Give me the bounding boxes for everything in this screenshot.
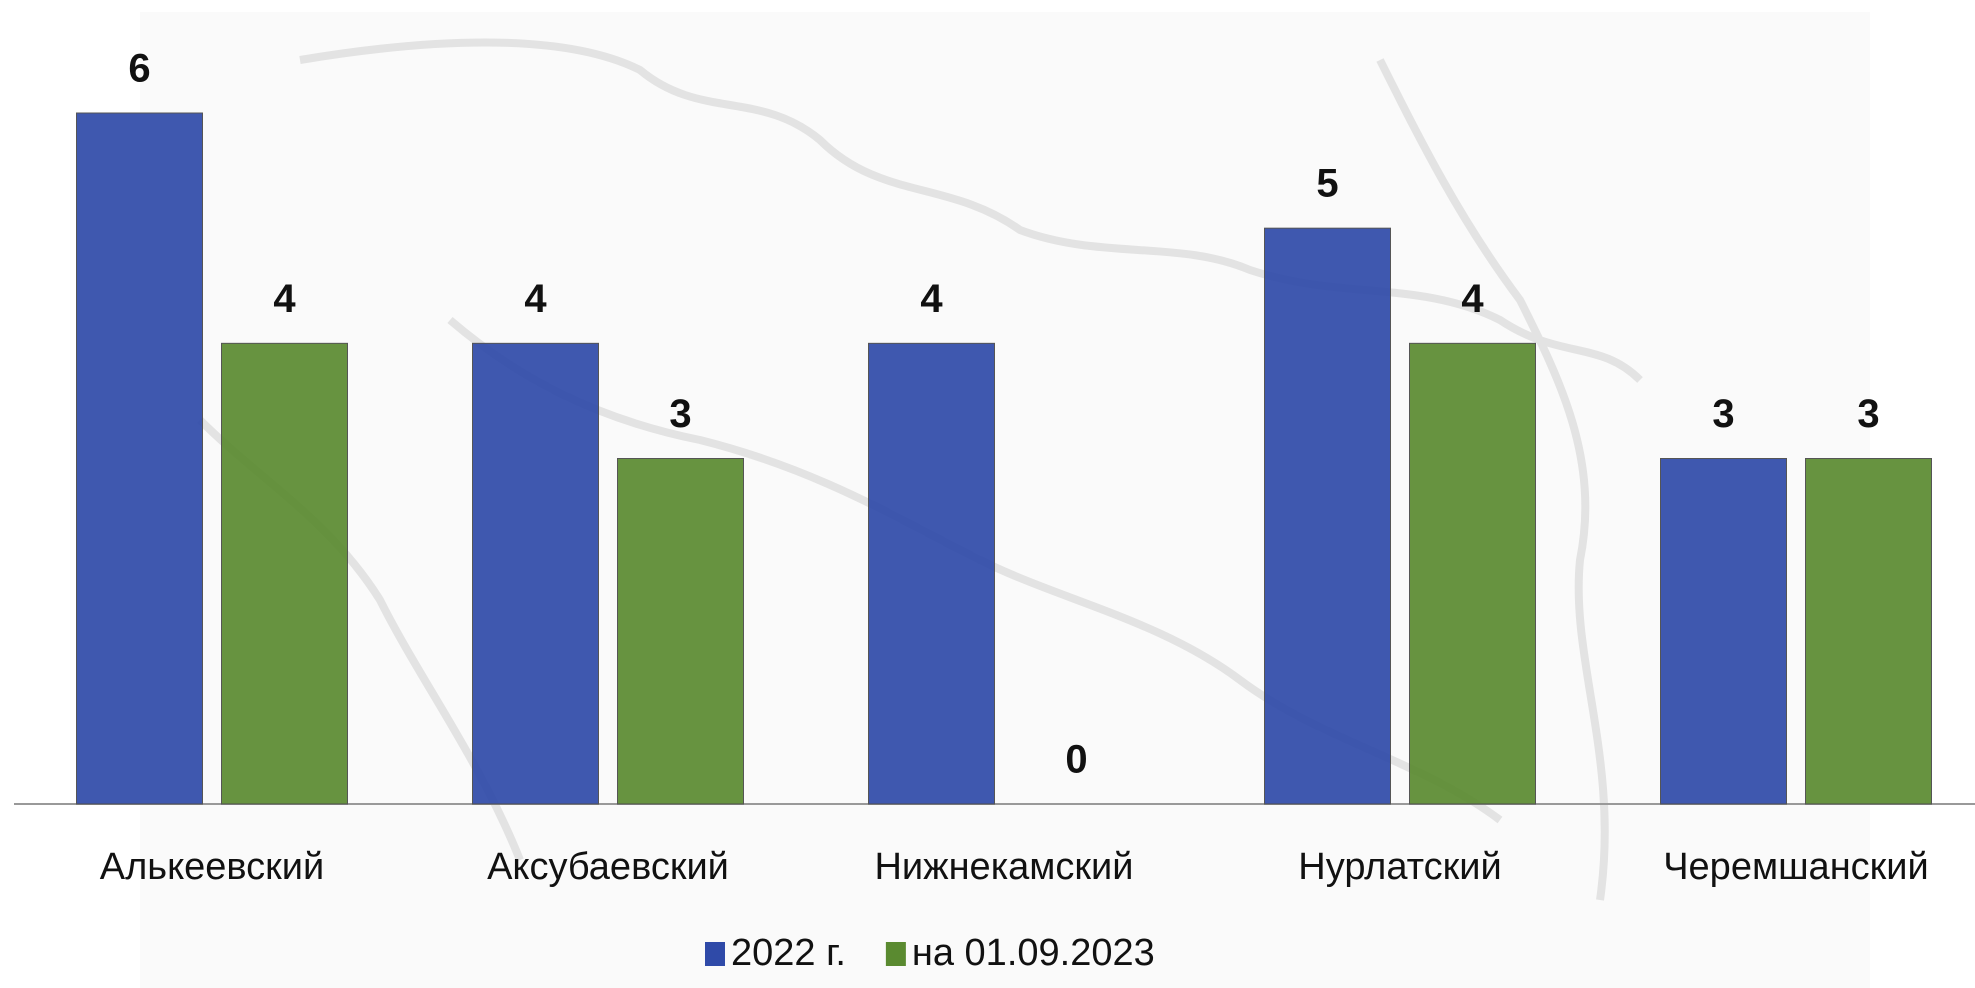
x-tick-label: Нурлатский (1298, 846, 1501, 888)
bar (868, 342, 995, 805)
bar (221, 342, 348, 805)
map-background (140, 12, 1870, 988)
value-label: 5 (1316, 162, 1338, 206)
value-label: 3 (1857, 392, 1879, 436)
value-label: 4 (273, 277, 296, 321)
x-tick-label: Нижнекамский (874, 846, 1133, 888)
bar (472, 342, 599, 805)
bar (1660, 458, 1787, 805)
value-label: 3 (1712, 392, 1734, 436)
bar (617, 458, 744, 805)
legend-swatch (705, 942, 725, 966)
legend-label: 2022 г. (731, 932, 846, 974)
bar (1805, 458, 1932, 805)
value-label: 4 (920, 277, 943, 321)
value-label: 0 (1065, 738, 1087, 782)
value-label: 6 (128, 47, 150, 91)
x-tick-label: Аксубаевский (487, 846, 729, 888)
bar (1409, 342, 1536, 805)
x-tick-label: Алькеевский (100, 846, 324, 888)
legend-label: на 01.09.2023 (912, 932, 1155, 974)
value-label: 4 (524, 277, 547, 321)
value-label: 3 (669, 392, 691, 436)
bar (1264, 227, 1391, 805)
x-tick-label: Черемшанский (1663, 846, 1929, 888)
bar (76, 112, 203, 805)
legend-swatch (885, 942, 906, 966)
value-label: 4 (1461, 277, 1484, 321)
